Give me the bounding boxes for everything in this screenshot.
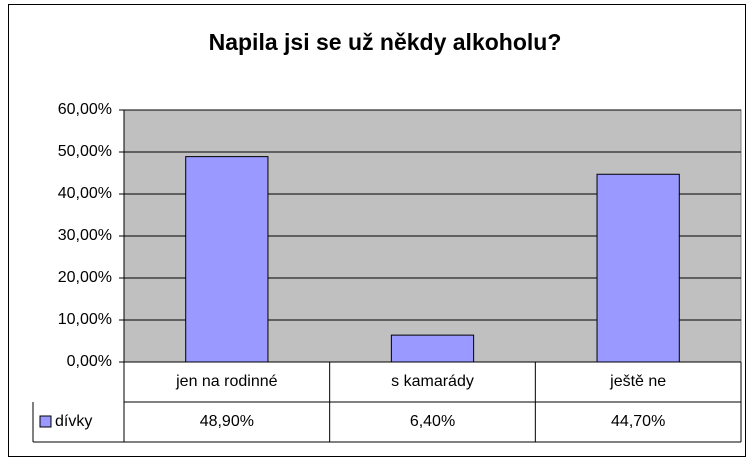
chart-title: Napila jsi se už někdy alkoholu? bbox=[209, 29, 562, 55]
legend-key bbox=[39, 415, 52, 428]
y-tick-label: 60,00% bbox=[58, 101, 112, 118]
table-value: 48,90% bbox=[200, 413, 254, 430]
y-tick-label: 0,00% bbox=[67, 353, 112, 370]
table-value: 6,40% bbox=[410, 413, 455, 430]
bar bbox=[596, 173, 680, 363]
x-tick-label: jen na rodinné bbox=[175, 373, 278, 390]
x-tick-label: s kamarády bbox=[391, 373, 474, 390]
y-tick-label: 50,00% bbox=[58, 143, 112, 160]
y-tick-label: 20,00% bbox=[58, 269, 112, 286]
bar bbox=[185, 156, 269, 363]
y-tick-label: 40,00% bbox=[58, 185, 112, 202]
legend-label: dívky bbox=[55, 413, 92, 430]
x-tick-label: ještě ne bbox=[609, 373, 666, 390]
bar bbox=[390, 334, 475, 363]
table-value: 44,70% bbox=[611, 413, 665, 430]
y-tick-label: 10,00% bbox=[58, 311, 112, 328]
y-tick-label: 30,00% bbox=[58, 227, 112, 244]
